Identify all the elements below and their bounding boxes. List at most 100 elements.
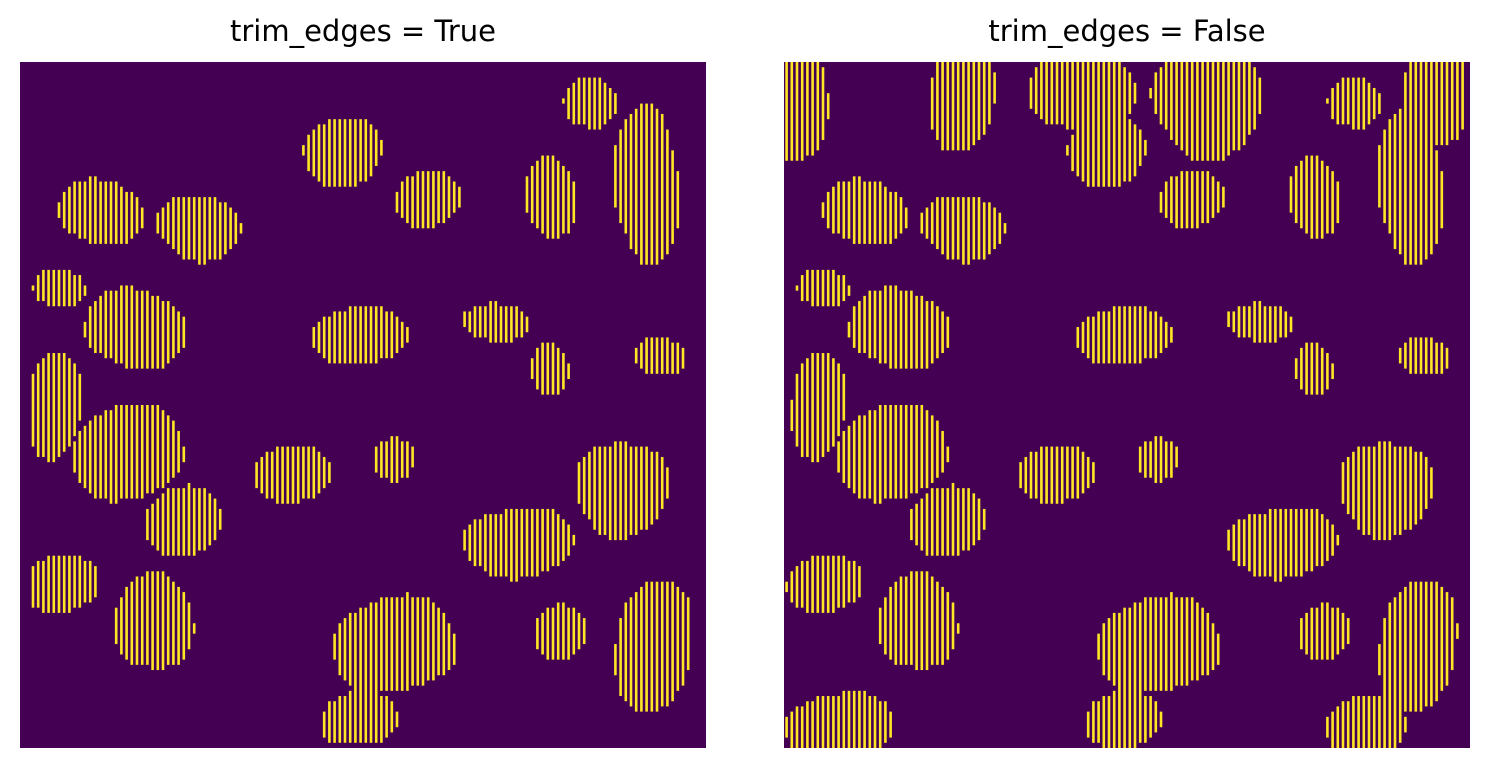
heatmap-left-stripe bbox=[634, 347, 638, 364]
heatmap-right-stripe bbox=[1211, 176, 1215, 218]
heatmap-right-stripe bbox=[884, 701, 887, 743]
heatmap-right-stripe bbox=[1357, 696, 1360, 748]
heatmap-left-stripe bbox=[125, 405, 128, 499]
heatmap-right-stripe bbox=[1112, 612, 1116, 686]
heatmap-right-stripe bbox=[1326, 602, 1329, 660]
heatmap-right-stripe bbox=[1034, 451, 1038, 499]
heatmap-left-stripe bbox=[452, 181, 456, 213]
heatmap-right-stripe bbox=[1196, 62, 1199, 161]
heatmap-left-stripe bbox=[146, 290, 149, 369]
heatmap-right-stripe bbox=[1206, 62, 1210, 161]
heatmap-right-stripe bbox=[1092, 462, 1095, 483]
heatmap-right-stripe bbox=[1149, 696, 1152, 738]
heatmap-left-stripe bbox=[562, 602, 565, 660]
heatmap-left-stripe bbox=[614, 441, 617, 541]
heatmap-right-stripe bbox=[1133, 602, 1137, 748]
heatmap-right-stripe bbox=[904, 207, 908, 229]
heatmap-right-stripe bbox=[837, 363, 840, 437]
heatmap-left-stripe bbox=[109, 181, 113, 244]
heatmap-left-stripe bbox=[57, 202, 61, 218]
heatmap-right-stripe bbox=[800, 275, 804, 302]
heatmap-left-stripe bbox=[447, 623, 451, 671]
heatmap-right-stripe bbox=[795, 373, 799, 447]
heatmap-left-stripe bbox=[322, 124, 326, 187]
heatmap-right-stripe bbox=[936, 488, 939, 556]
heatmap-left-stripe bbox=[88, 420, 92, 494]
heatmap-right-stripe bbox=[1154, 436, 1158, 483]
heatmap-right-stripe bbox=[1242, 306, 1246, 338]
heatmap-left-stripe bbox=[525, 176, 529, 213]
heatmap-right-stripe bbox=[1092, 316, 1095, 364]
heatmap-right-stripe bbox=[790, 399, 794, 431]
heatmap-left-stripe bbox=[281, 446, 284, 504]
heatmap-right-stripe bbox=[1305, 342, 1308, 395]
heatmap-left-stripe bbox=[224, 202, 227, 255]
heatmap-right-stripe bbox=[1071, 134, 1074, 172]
heatmap-right-stripe bbox=[1456, 62, 1459, 140]
heatmap-right-stripe bbox=[1352, 696, 1355, 748]
heatmap-right-stripe bbox=[1196, 171, 1199, 229]
heatmap-left-stripe bbox=[624, 602, 628, 702]
heatmap-left-stripe bbox=[328, 462, 331, 483]
heatmap-right-stripe bbox=[1201, 171, 1204, 224]
heatmap-left-stripe bbox=[406, 592, 409, 691]
heatmap-left-stripe bbox=[634, 446, 638, 535]
heatmap-right-stripe bbox=[1414, 62, 1418, 265]
heatmap-right-stripe bbox=[847, 425, 851, 489]
heatmap-right-stripe bbox=[837, 441, 840, 473]
heatmap-left-stripe bbox=[437, 171, 440, 224]
heatmap-left-stripe bbox=[624, 441, 628, 541]
heatmap-left-stripe bbox=[567, 87, 570, 120]
heatmap-right-stripe bbox=[1253, 67, 1256, 130]
heatmap-left-stripe bbox=[156, 571, 160, 671]
heatmap-right-stripe bbox=[1159, 436, 1163, 483]
heatmap-left-stripe bbox=[348, 690, 352, 743]
heatmap-right-stripe bbox=[1180, 597, 1184, 686]
heatmap-left-stripe bbox=[395, 711, 399, 728]
heatmap-right-stripe bbox=[1367, 696, 1371, 748]
heatmap-left-stripe bbox=[172, 306, 175, 359]
heatmap-left-stripe bbox=[577, 462, 581, 504]
heatmap-left-stripe bbox=[380, 696, 383, 743]
heatmap-left-stripe bbox=[562, 98, 565, 104]
heatmap-left-stripe bbox=[541, 342, 544, 395]
heatmap-left-stripe bbox=[135, 405, 139, 499]
heatmap-right-stripe bbox=[946, 316, 950, 348]
heatmap-right-stripe bbox=[1362, 696, 1366, 748]
heatmap-left-stripe bbox=[130, 405, 134, 499]
heatmap-left-stripe bbox=[62, 191, 66, 229]
heatmap-left-stripe bbox=[478, 519, 482, 567]
heatmap-right-stripe bbox=[1435, 342, 1438, 374]
heatmap-left-stripe bbox=[135, 197, 139, 234]
heatmap-right-stripe bbox=[806, 701, 809, 748]
heatmap-right-stripe bbox=[1258, 77, 1262, 114]
heatmap-right-stripe bbox=[1357, 446, 1360, 530]
heatmap-right-stripe bbox=[1445, 347, 1449, 369]
heatmap-left-stripe bbox=[338, 311, 342, 364]
heatmap-right-stripe bbox=[816, 696, 820, 748]
heatmap-right-stripe bbox=[904, 290, 908, 369]
heatmap-right-stripe bbox=[1362, 77, 1366, 130]
heatmap-right-stripe bbox=[806, 358, 809, 457]
heatmap-left-stripe bbox=[536, 618, 539, 650]
heatmap-right-stripe bbox=[884, 285, 887, 364]
heatmap-right-stripe bbox=[1346, 77, 1350, 125]
heatmap-left-stripe bbox=[94, 415, 97, 499]
heatmap-left-stripe bbox=[88, 560, 92, 603]
heatmap-right-stripe bbox=[1320, 160, 1324, 239]
heatmap-left-stripe bbox=[546, 155, 550, 239]
heatmap-left-stripe bbox=[421, 171, 425, 229]
heatmap-right-stripe bbox=[1066, 145, 1069, 156]
heatmap-left-stripe bbox=[619, 618, 622, 697]
heatmap-right-stripe bbox=[1138, 306, 1142, 364]
heatmap-right-stripe bbox=[1367, 446, 1371, 535]
heatmap-left-stripe bbox=[83, 560, 87, 603]
heatmap-right-stripe bbox=[821, 353, 825, 457]
heatmap-right-stripe bbox=[1159, 711, 1163, 728]
heatmap-right-stripe bbox=[1456, 623, 1459, 639]
heatmap-right-stripe bbox=[1409, 337, 1412, 374]
heatmap-left-stripe bbox=[265, 451, 269, 499]
heatmap-right-stripe bbox=[1029, 77, 1033, 109]
heatmap-left-stripe bbox=[83, 321, 87, 338]
heatmap-left-stripe bbox=[312, 129, 316, 177]
